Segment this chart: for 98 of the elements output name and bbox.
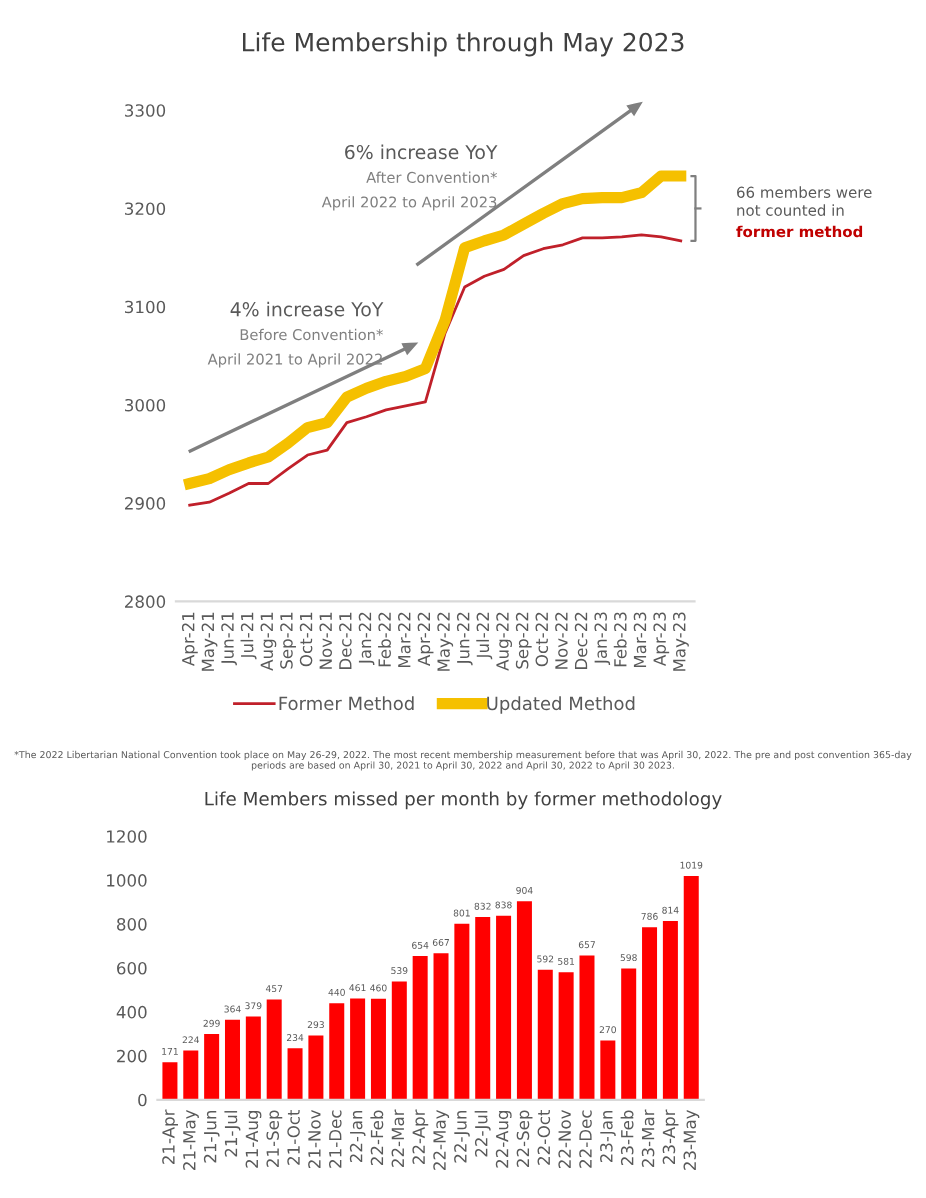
bar: [454, 923, 470, 1100]
bar: [683, 875, 699, 1100]
bar: [579, 955, 595, 1100]
x-tick-label: 23-Jan: [600, 1110, 616, 1163]
bar: [642, 927, 658, 1100]
bar: [391, 981, 407, 1100]
x-tick-label: Oct-21: [299, 612, 313, 667]
y-tick-label: 3000: [125, 398, 166, 412]
x-tick-label: Sep-22: [515, 612, 532, 669]
x-tick-label: Dec-22: [574, 612, 588, 669]
bar: [287, 1048, 303, 1100]
x-tick-label: Feb-23: [613, 612, 627, 667]
x-tick-label: 22-Nov: [558, 1109, 571, 1169]
y-tick-label: 3200: [125, 202, 166, 216]
x-tick-label: 21-Jul: [224, 1111, 241, 1157]
bar: [266, 999, 282, 1100]
x-tick-label: May-22: [437, 612, 454, 671]
x-tick-label: 23-May: [683, 1109, 700, 1170]
x-tick-label: May-23: [672, 612, 689, 671]
y-tick-label: 200: [117, 1049, 147, 1063]
x-tick-label: Jan-22: [358, 612, 375, 665]
x-tick-label: 21-Sep: [266, 1110, 283, 1167]
bar: [516, 901, 532, 1100]
y-tick-label: 3100: [125, 300, 166, 314]
bar: [662, 920, 678, 1100]
bar: [475, 917, 491, 1100]
x-tick-label: Apr-22: [417, 612, 434, 666]
x-tick-label: 21-Nov: [308, 1109, 321, 1169]
annotation: 4% increase YoY: [230, 301, 384, 317]
y-tick-label: 1000: [107, 874, 147, 887]
x-tick-label: 22-Apr: [412, 1109, 429, 1164]
bar: [308, 1035, 324, 1100]
x-tick-label: Dec-21: [339, 612, 352, 669]
annotation: 6% increase YoY: [345, 144, 498, 160]
bar: [537, 969, 553, 1100]
x-tick-label: Jun-22: [456, 612, 473, 666]
y-tick-label: 1200: [107, 830, 147, 843]
x-tick-label: May-21: [201, 612, 218, 671]
x-tick-label: 22-Jul: [474, 1111, 491, 1157]
x-tick-label: 21-Oct: [287, 1109, 300, 1165]
y-tick-label: 3300: [125, 104, 166, 117]
y-tick-label: 2900: [125, 497, 166, 510]
y-tick-label: 2800: [125, 595, 166, 608]
bar: [245, 1016, 261, 1100]
y-tick-label: 400: [116, 1005, 147, 1019]
x-tick-label: Oct-22: [535, 612, 549, 667]
x-tick-label: 22-May: [433, 1109, 450, 1170]
x-tick-label: 22-Jun: [454, 1110, 470, 1163]
bar: [183, 1050, 199, 1100]
x-tick-label: 23-Mar: [641, 1109, 655, 1167]
x-tick-label: 22-Feb: [370, 1110, 384, 1165]
x-tick-label: Apr-23: [653, 612, 670, 666]
bar: [496, 915, 512, 1100]
x-tick-label: 21-Jun: [203, 1110, 220, 1163]
x-tick-label: Jan-23: [594, 612, 611, 665]
x-tick-label: 22-Dec: [579, 1110, 592, 1168]
x-tick-label: Nov-22: [555, 612, 568, 669]
bar: [412, 956, 428, 1100]
x-tick-label: Jun-21: [221, 612, 237, 666]
y-tick-label: 800: [117, 918, 147, 931]
bar: [204, 1034, 220, 1100]
x-tick-label: 22-Oct: [537, 1109, 551, 1165]
legend-label: Former Method: [279, 696, 414, 711]
y-tick-label: 0: [138, 1093, 147, 1107]
x-tick-label: Feb-22: [378, 612, 391, 667]
x-tick-label: 23-Apr: [662, 1109, 679, 1164]
x-tick-label: Nov-21: [319, 612, 333, 669]
bar: [224, 1019, 240, 1100]
x-tick-label: Mar-23: [633, 612, 647, 668]
y-tick-label: 600: [117, 961, 147, 975]
bar: [621, 968, 637, 1100]
x-tick-label: Aug-22: [496, 612, 513, 671]
x-tick-label: 21-Apr: [162, 1109, 178, 1164]
x-tick-label: 22-Mar: [391, 1109, 405, 1167]
legend-label: Updated Method: [487, 696, 635, 714]
x-tick-label: 22-Sep: [516, 1110, 533, 1167]
x-tick-label: Jul-21: [240, 612, 257, 660]
line-series: [188, 233, 683, 507]
bar: [329, 1003, 345, 1100]
x-tick-label: 23-Feb: [620, 1110, 634, 1165]
bar: [558, 972, 574, 1100]
x-tick-label: Apr-21: [181, 612, 198, 666]
x-tick-label: 21-Dec: [328, 1110, 342, 1168]
bar: [162, 1062, 178, 1100]
x-tick-label: Sep-21: [280, 612, 296, 669]
bar: [350, 998, 366, 1100]
x-tick-label: 21-Aug: [245, 1111, 262, 1168]
x-tick-label: 21-May: [183, 1109, 199, 1170]
x-tick-label: 22-Aug: [495, 1111, 512, 1168]
x-tick-label: Mar-22: [397, 612, 411, 668]
chart-title: Life Members missed per month by former methodology: [205, 791, 722, 810]
bar: [600, 1040, 616, 1100]
x-tick-label: Jul-22: [476, 612, 493, 660]
x-tick-label: Aug-21: [260, 612, 277, 671]
bar: [370, 998, 386, 1100]
chart-title: Life Membership through May 2023: [243, 32, 684, 57]
bar: [433, 953, 449, 1100]
x-tick-label: 22-Jan: [349, 1110, 366, 1163]
